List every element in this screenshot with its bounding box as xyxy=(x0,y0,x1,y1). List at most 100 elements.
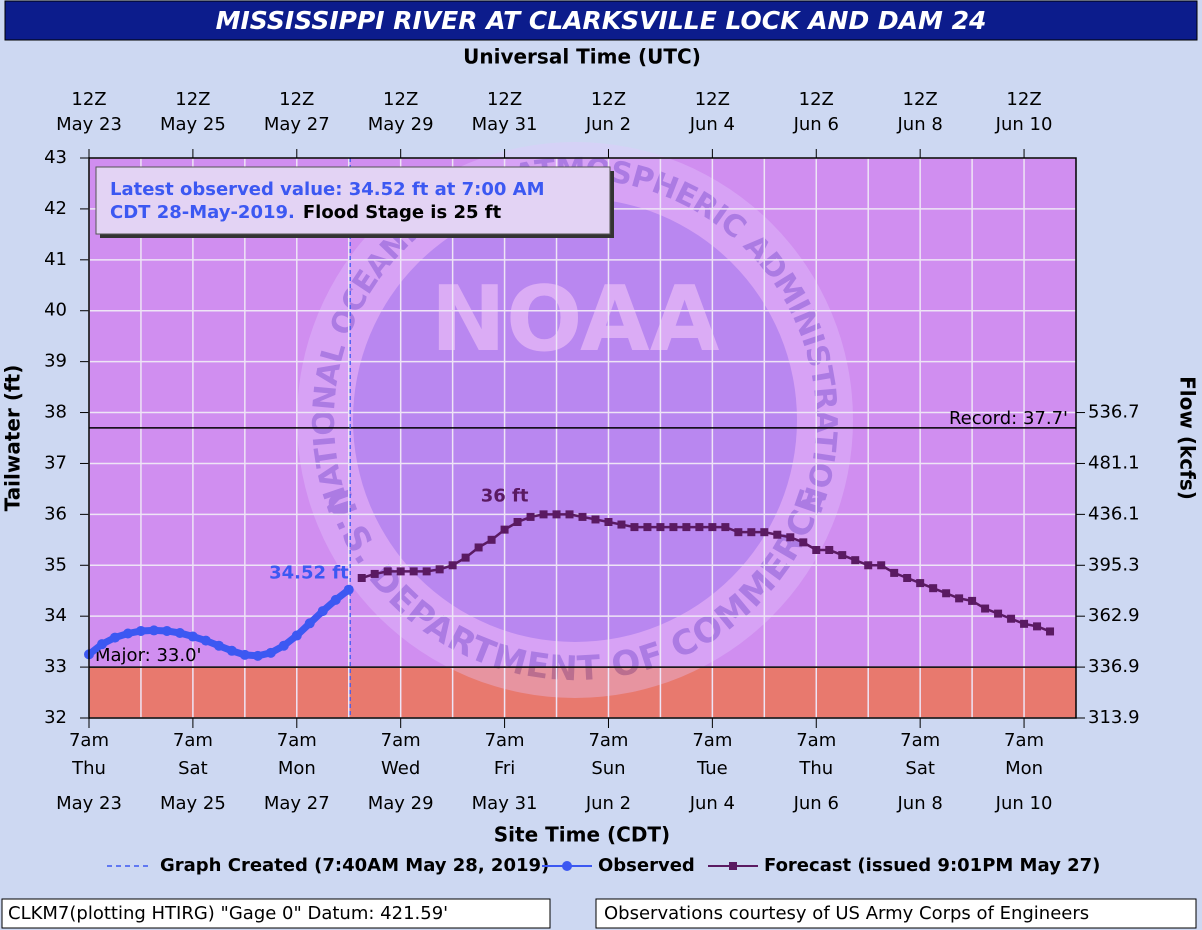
point xyxy=(383,567,392,576)
legend-label: Forecast (issued 9:01PM May 27) xyxy=(764,855,1100,876)
point xyxy=(357,574,366,582)
watermark: NATIONAL OCEANIC AND ATMOSPHERIC ADMINIS… xyxy=(297,142,853,698)
x-tick-label: 7am xyxy=(1004,730,1044,751)
x2-tick-label: 12Z xyxy=(591,89,626,110)
y-tick-label: 32 xyxy=(44,707,67,728)
point xyxy=(929,584,938,593)
footer-text: Observations courtesy of US Army Corps o… xyxy=(604,903,1089,924)
x-tick-label: Tue xyxy=(696,758,728,779)
point xyxy=(409,567,418,576)
point xyxy=(799,538,808,547)
info-text: Latest observed value: 34.52 ft at 7:00 … xyxy=(110,179,545,200)
x-tick-label: Jun 10 xyxy=(995,793,1053,814)
x-tick-label: 7am xyxy=(277,730,317,751)
threshold-label: Record: 37.7' xyxy=(949,408,1068,429)
point xyxy=(552,510,561,519)
y-axis-label: Tailwater (ft) xyxy=(1,365,25,512)
point xyxy=(252,650,263,661)
point xyxy=(422,567,431,576)
point xyxy=(396,567,405,576)
y-tick-label: 33 xyxy=(44,656,67,677)
point xyxy=(955,594,964,603)
point xyxy=(1046,627,1055,636)
point xyxy=(161,625,172,636)
watermark-ring xyxy=(297,142,853,698)
point xyxy=(773,530,782,539)
footer-text: CLKM7(plotting HTIRG) "Gage 0" Datum: 42… xyxy=(8,903,448,924)
point xyxy=(812,546,821,554)
x2-tick-label: May 23 xyxy=(56,114,122,135)
x-tick-label: May 23 xyxy=(56,793,122,814)
point xyxy=(174,627,185,638)
info-text: CDT 28-May-2019. xyxy=(110,202,295,223)
title-bar xyxy=(4,0,1198,41)
x2-tick-label: 12Z xyxy=(71,89,106,110)
x-tick-label: Jun 6 xyxy=(793,793,839,814)
point xyxy=(786,533,795,542)
y2-tick-label: 481.1 xyxy=(1088,452,1140,473)
legend-marker xyxy=(729,862,737,870)
point xyxy=(565,510,574,519)
flood-band xyxy=(89,667,1076,718)
point xyxy=(604,518,613,526)
y-tick-label: 37 xyxy=(44,452,67,473)
point xyxy=(500,525,509,534)
point xyxy=(278,640,289,651)
x2-tick-label: Jun 10 xyxy=(995,114,1053,135)
point xyxy=(96,639,107,650)
y-tick-label: 43 xyxy=(44,147,67,168)
point xyxy=(461,553,470,562)
y2-tick-label: 313.9 xyxy=(1088,707,1140,728)
point xyxy=(708,523,717,532)
point xyxy=(135,625,146,636)
x-tick-label: 7am xyxy=(381,730,421,751)
point xyxy=(1020,619,1029,628)
x2-tick-label: May 27 xyxy=(264,114,330,135)
point xyxy=(851,556,860,565)
point xyxy=(682,523,691,532)
x-tick-label: Wed xyxy=(381,758,420,779)
x-tick-label: May 25 xyxy=(160,793,226,814)
info-text: CDT 28-May-2019. Flood Stage is 25 ft xyxy=(110,202,502,223)
point xyxy=(291,630,302,641)
x-tick-label: 7am xyxy=(485,730,525,751)
x2-tick-label: 12Z xyxy=(799,89,834,110)
point xyxy=(1007,614,1016,623)
point xyxy=(734,528,743,537)
x-tick-label: Thu xyxy=(71,758,106,779)
x-tick-label: 7am xyxy=(900,730,940,751)
x2-tick-label: Jun 6 xyxy=(793,114,839,135)
x-tick-label: Mon xyxy=(278,758,316,779)
y2-tick-label: 436.1 xyxy=(1088,503,1140,524)
x-tick-label: Jun 8 xyxy=(897,793,943,814)
point xyxy=(539,510,548,519)
x2-tick-label: 12Z xyxy=(175,89,210,110)
point xyxy=(474,543,483,552)
point xyxy=(838,551,847,560)
x2-tick-label: 12Z xyxy=(279,89,314,110)
annotation: 34.52 ft xyxy=(269,563,349,584)
point xyxy=(109,632,120,643)
plot-border xyxy=(88,157,1077,719)
y-tick-label: 39 xyxy=(44,351,67,372)
x2-tick-label: Jun 2 xyxy=(585,114,631,135)
point xyxy=(513,518,522,526)
info-box xyxy=(95,166,611,235)
point xyxy=(630,523,639,532)
x2-tick-label: 12Z xyxy=(487,89,522,110)
x-tick-label: Thu xyxy=(798,758,833,779)
plot-area xyxy=(89,158,1076,718)
x2-tick-label: Jun 8 xyxy=(897,114,943,135)
y-tick-label: 34 xyxy=(44,605,67,626)
point xyxy=(721,523,730,532)
x2-tick-label: May 25 xyxy=(160,114,226,135)
legend-label: Observed xyxy=(598,855,695,876)
point xyxy=(942,589,951,598)
threshold-label: Major: 33.0' xyxy=(95,645,201,666)
point xyxy=(487,535,496,544)
x-tick-label: Sat xyxy=(178,758,208,779)
footer-box xyxy=(1,898,551,929)
x2-tick-label: 12Z xyxy=(903,89,938,110)
watermark-inner xyxy=(353,198,797,642)
x2-tick-label: May 31 xyxy=(472,114,538,135)
